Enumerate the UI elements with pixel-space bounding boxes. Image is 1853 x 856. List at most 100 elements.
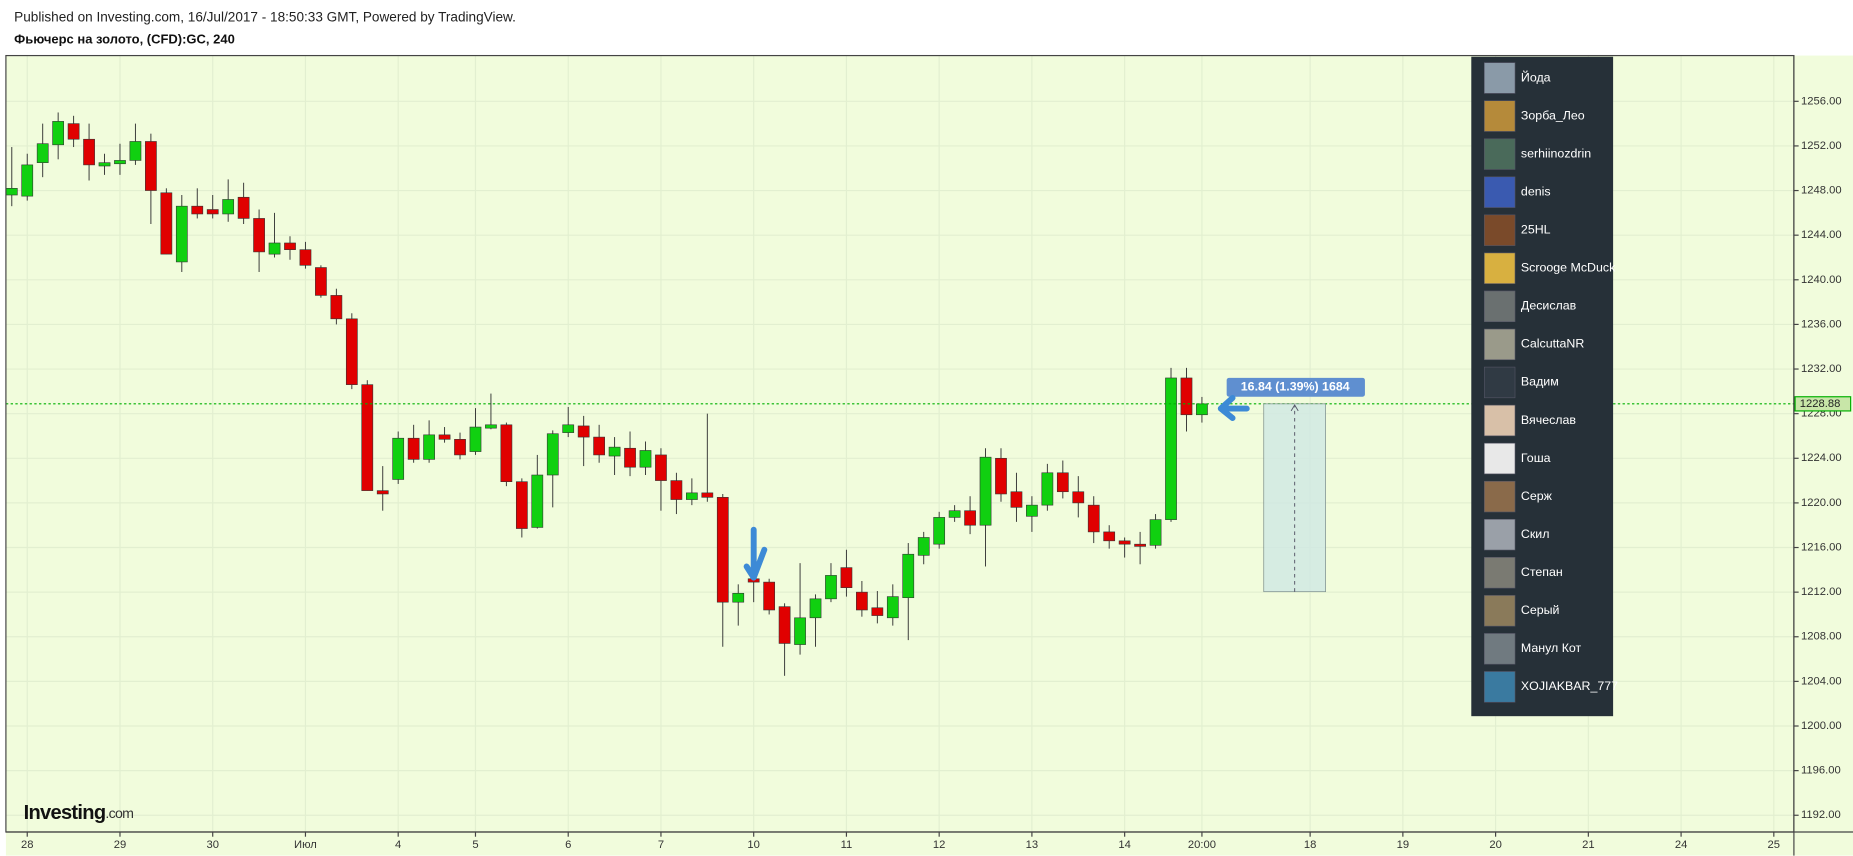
candle-body: [21, 164, 34, 197]
user-avatar: [1483, 328, 1516, 361]
candle-body: [933, 517, 946, 545]
x-tick-label: Июл: [294, 839, 317, 851]
x-tick-label: 29: [114, 839, 126, 851]
published-note: Published on Investing.com, 16/Jul/2017 …: [14, 9, 516, 24]
candle-body: [546, 433, 559, 476]
x-tick-label: 24: [1675, 839, 1687, 851]
user-avatar: [1483, 62, 1516, 94]
candle-body: [825, 575, 837, 600]
y-tick-label: 1220.00: [1801, 497, 1842, 509]
user-avatar: [1483, 595, 1516, 627]
measure-label: 16.84 (1.39%) 1684: [1241, 380, 1350, 394]
candle-body: [701, 492, 714, 498]
x-tick-label: 12: [933, 839, 945, 851]
candle-body: [995, 457, 1007, 495]
y-tick-label: 1192.00: [1801, 809, 1841, 821]
candle-body: [886, 596, 899, 619]
user-avatar: [1483, 671, 1516, 703]
user-name: Десислав: [1521, 299, 1577, 313]
candle-body: [840, 567, 853, 588]
y-tick-label: 1208.00: [1801, 631, 1842, 643]
y-tick-label: 1224.00: [1801, 452, 1842, 464]
x-tick-label: 20:00: [1188, 839, 1216, 851]
user-name: Серж: [1521, 489, 1553, 503]
candle-body: [330, 295, 343, 320]
candle-body: [1056, 472, 1069, 493]
candle-body: [531, 474, 544, 528]
candle-body: [222, 199, 235, 215]
candle-body: [794, 617, 806, 645]
candle-body: [376, 490, 389, 495]
candle-body: [1087, 504, 1100, 533]
x-tick-label: 30: [206, 839, 218, 851]
candle-body: [5, 188, 18, 196]
candle-body: [964, 510, 976, 526]
candle-body: [423, 434, 435, 460]
candle-body: [284, 242, 296, 250]
candle-body: [299, 249, 312, 266]
user-name: Вячеслав: [1521, 413, 1576, 427]
candle-body: [52, 121, 65, 146]
user-name: Серый: [1521, 603, 1560, 617]
x-tick-label: 11: [841, 839, 853, 851]
candle-body: [361, 384, 374, 491]
y-tick-label: 1232.00: [1801, 363, 1842, 375]
candle-body: [191, 205, 204, 215]
y-tick-label: 1236.00: [1801, 318, 1842, 330]
candle-body: [670, 480, 683, 500]
candle-body: [917, 537, 930, 556]
measure-label-bg: [1226, 377, 1365, 397]
candle-body: [1165, 377, 1177, 520]
user-avatar: [1483, 290, 1516, 322]
candle-body: [345, 318, 358, 385]
candle-body: [1134, 543, 1146, 547]
y-tick-label: 1212.00: [1801, 586, 1842, 598]
logo: Investing.com: [24, 803, 134, 825]
x-tick-label: 10: [747, 839, 759, 851]
x-tick-label: 25: [1768, 839, 1780, 851]
candle-body: [778, 606, 791, 644]
candle-body: [485, 424, 497, 429]
logo-name: Investing: [24, 803, 106, 825]
user-avatar: [1483, 404, 1516, 437]
user-name: CalcuttaNR: [1521, 337, 1584, 351]
candle-body: [716, 497, 729, 603]
candle-body: [1041, 472, 1054, 506]
x-tick-label: 28: [21, 839, 33, 851]
candle-body: [1118, 540, 1131, 545]
y-tick-label: 1240.00: [1801, 274, 1842, 286]
symbol-title: Фьючерс на золото, (CFD):GC, 240: [14, 32, 235, 47]
user-avatar: [1483, 176, 1516, 208]
candle-body: [114, 160, 126, 165]
candle-body: [809, 598, 822, 619]
axes: 1192.00 1196.00 1200.00 1204.00 1208.00 1212.…: [21, 95, 1852, 851]
y-tick-label: 1204.00: [1801, 675, 1842, 687]
down-arrow: [743, 526, 768, 581]
candle-body: [469, 426, 482, 452]
user-avatar: [1483, 214, 1516, 246]
y-tick-label: 1216.00: [1801, 541, 1842, 553]
x-tick-label: 20: [1489, 839, 1501, 851]
users-list: Йода Зорба_Лео serhiinozdrin denis 25HL Scroo…: [1483, 62, 1618, 703]
candle-body: [1103, 531, 1116, 542]
price-tag-label: 1228.88: [1800, 398, 1841, 410]
y-tick-label: 1244.00: [1801, 229, 1842, 241]
candle-body: [83, 138, 95, 166]
user-name: Степан: [1521, 565, 1563, 579]
candle-body: [407, 437, 420, 460]
user-name: 25HL: [1521, 223, 1551, 237]
x-tick-label: 7: [658, 839, 664, 851]
candle-body: [979, 456, 992, 526]
candle-body: [1196, 403, 1208, 416]
candle-body: [175, 205, 188, 263]
y-tick-label: 1252.00: [1801, 140, 1842, 152]
candle-body: [856, 591, 868, 611]
measure-arrow: [1290, 404, 1299, 412]
user-name: XOJIAKBAR_777: [1521, 679, 1618, 693]
candle-body: [763, 581, 776, 611]
user-name: denis: [1521, 184, 1551, 198]
x-tick-label: 14: [1118, 839, 1130, 851]
user-name: Скил: [1521, 527, 1550, 541]
user-avatar: [1483, 252, 1516, 284]
